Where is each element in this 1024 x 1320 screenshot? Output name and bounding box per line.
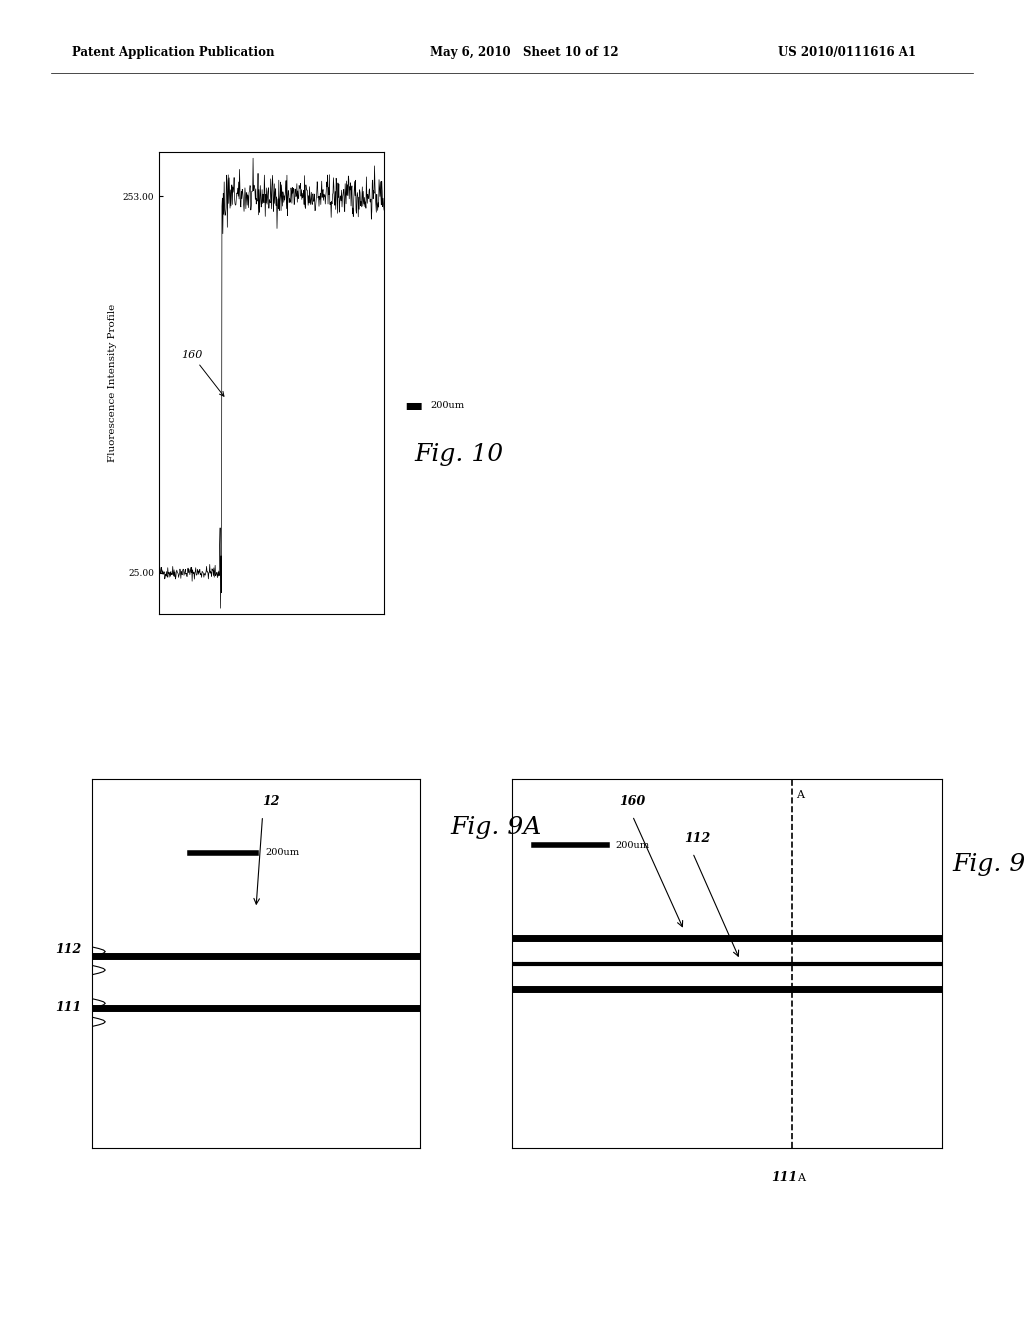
Text: 160: 160 [620, 796, 646, 808]
Text: A: A [796, 789, 804, 800]
Text: Fig. 9A: Fig. 9A [451, 816, 542, 840]
Text: 111: 111 [55, 1002, 82, 1015]
Text: A: A [797, 1173, 805, 1184]
Text: May 6, 2010   Sheet 10 of 12: May 6, 2010 Sheet 10 of 12 [430, 46, 618, 59]
Text: ▬: ▬ [404, 396, 423, 416]
Y-axis label: Fluorescence Intensity Profile: Fluorescence Intensity Profile [108, 304, 117, 462]
Text: Patent Application Publication: Patent Application Publication [72, 46, 274, 59]
Text: 200um: 200um [430, 401, 464, 411]
Text: US 2010/0111616 A1: US 2010/0111616 A1 [778, 46, 916, 59]
Text: 112: 112 [684, 833, 711, 845]
Text: 160: 160 [181, 350, 224, 396]
Text: 111: 111 [771, 1171, 798, 1184]
Text: 12: 12 [262, 796, 280, 808]
Text: Fig. 10: Fig. 10 [415, 444, 504, 466]
Text: Fig. 9B: Fig. 9B [952, 853, 1024, 876]
Text: 200um: 200um [266, 849, 300, 857]
Text: 112: 112 [55, 942, 82, 956]
Text: 200um: 200um [615, 841, 649, 850]
